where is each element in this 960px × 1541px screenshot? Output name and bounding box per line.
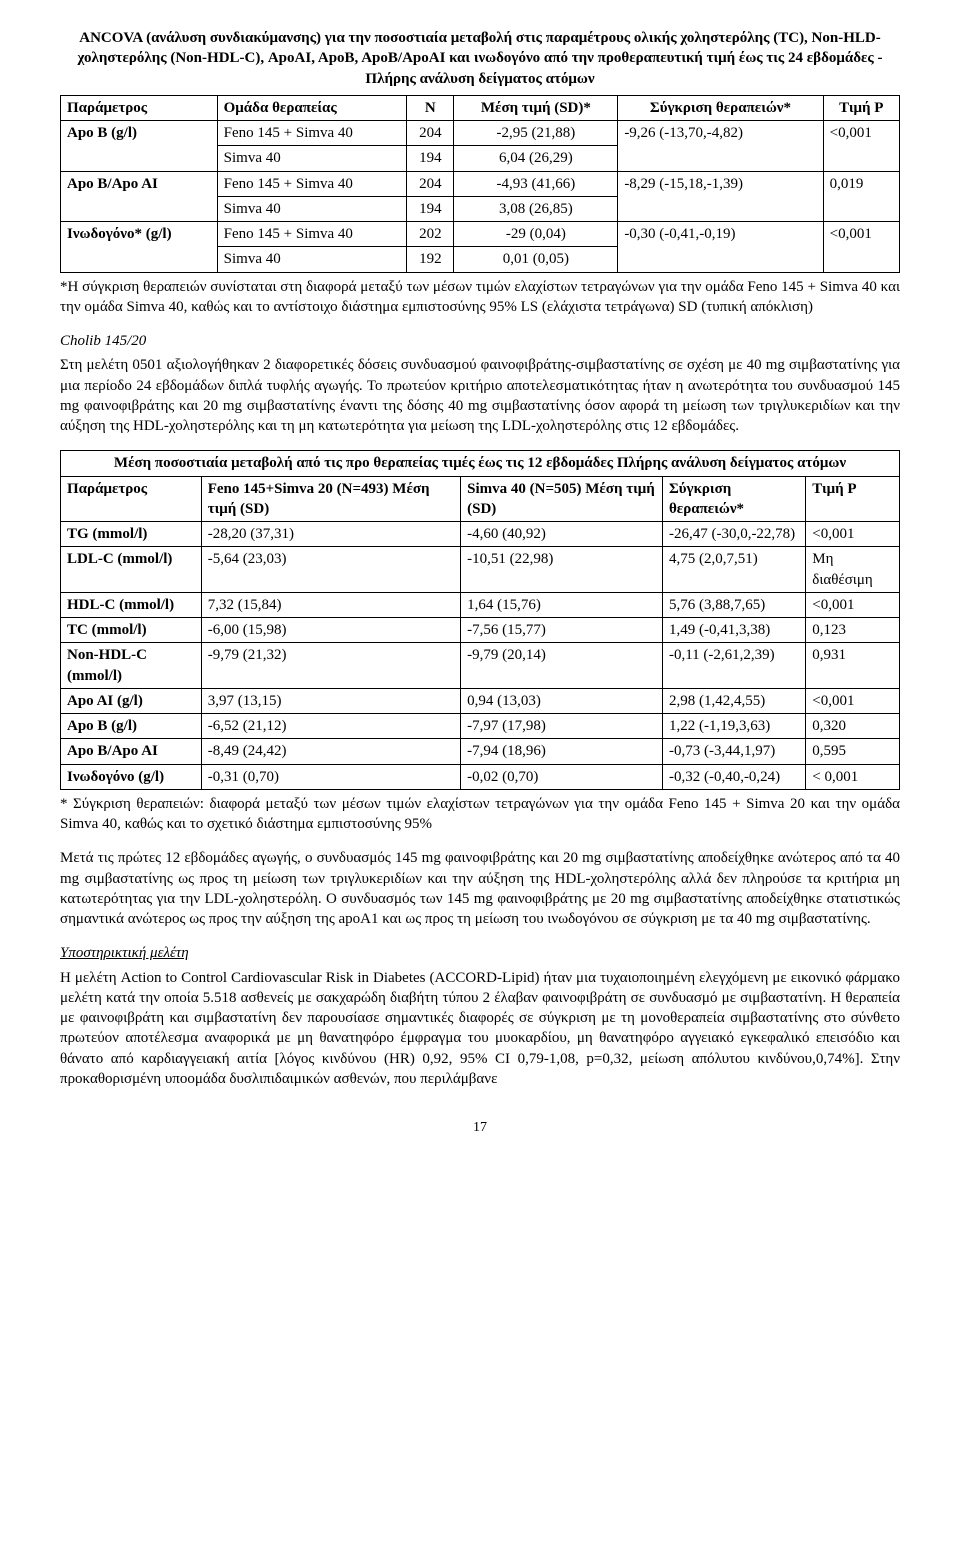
t1-h-mean: Μέση τιμή (SD)* bbox=[454, 95, 618, 120]
t2-r8-p: Apo B/Apo AI bbox=[61, 739, 202, 764]
table1-footnote: *Η σύγκριση θεραπειών συνίσταται στη δια… bbox=[60, 277, 900, 318]
t2-r9-p: Ινωδογόνο (g/l) bbox=[61, 764, 202, 789]
t2-r7-pv: 0,320 bbox=[806, 714, 900, 739]
t1-r3-p: <0,001 bbox=[823, 222, 899, 273]
t1-r2-ma: -4,93 (41,66) bbox=[454, 171, 618, 196]
t2-h-b: Simva 40 (N=505) Μέση τιμή (SD) bbox=[461, 476, 663, 522]
t2-r2-b: -10,51 (22,98) bbox=[461, 547, 663, 593]
t2-r8-pv: 0,595 bbox=[806, 739, 900, 764]
t1-r2-param: Apo B/Apo AI bbox=[61, 171, 218, 222]
section1-heading: Cholib 145/20 bbox=[60, 331, 900, 351]
t1-r3-ma: -29 (0,04) bbox=[454, 222, 618, 247]
t2-r9-a: -0,31 (0,70) bbox=[201, 764, 460, 789]
table1-title: ANCOVA (ανάλυση συνδιακύμανσης) για την … bbox=[60, 28, 900, 89]
t2-r1-b: -4,60 (40,92) bbox=[461, 522, 663, 547]
t2-r4-a: -6,00 (15,98) bbox=[201, 618, 460, 643]
t1-r1-nb: 194 bbox=[407, 146, 454, 171]
para2: Μετά τις πρώτες 12 εβδομάδες αγωγής, ο σ… bbox=[60, 848, 900, 929]
t2-r4-pv: 0,123 bbox=[806, 618, 900, 643]
t1-r1-ga: Feno 145 + Simva 40 bbox=[217, 121, 407, 146]
t1-r1-param: Apo B (g/l) bbox=[61, 121, 218, 172]
t2-r3-b: 1,64 (15,76) bbox=[461, 592, 663, 617]
t2-r9-c: -0,32 (-0,40,-0,24) bbox=[662, 764, 805, 789]
t2-r3-a: 7,32 (15,84) bbox=[201, 592, 460, 617]
section1-body: Στη μελέτη 0501 αξιολογήθηκαν 2 διαφορετ… bbox=[60, 355, 900, 436]
t2-r4-b: -7,56 (15,77) bbox=[461, 618, 663, 643]
t1-r2-mb: 3,08 (26,85) bbox=[454, 196, 618, 221]
t1-r1-p: <0,001 bbox=[823, 121, 899, 172]
t1-h-group: Ομάδα θεραπείας bbox=[217, 95, 407, 120]
t2-r5-b: -9,79 (20,14) bbox=[461, 643, 663, 689]
t2-r8-a: -8,49 (24,42) bbox=[201, 739, 460, 764]
t1-h-param: Παράμετρος bbox=[61, 95, 218, 120]
t1-r2-na: 204 bbox=[407, 171, 454, 196]
t1-r2-c: -8,29 (-15,18,-1,39) bbox=[618, 171, 823, 222]
t2-r6-p: Apo AI (g/l) bbox=[61, 688, 202, 713]
t1-r3-nb: 192 bbox=[407, 247, 454, 272]
t1-h-p: Τιμή P bbox=[823, 95, 899, 120]
t2-r1-c: -26,47 (-30,0,-22,78) bbox=[662, 522, 805, 547]
t2-r1-pv: <0,001 bbox=[806, 522, 900, 547]
t2-r2-a: -5,64 (23,03) bbox=[201, 547, 460, 593]
table1: Παράμετρος Ομάδα θεραπείας N Μέση τιμή (… bbox=[60, 95, 900, 273]
t2-r5-a: -9,79 (21,32) bbox=[201, 643, 460, 689]
t2-r7-a: -6,52 (21,12) bbox=[201, 714, 460, 739]
t1-h-n: N bbox=[407, 95, 454, 120]
t1-r2-ga: Feno 145 + Simva 40 bbox=[217, 171, 407, 196]
section2-heading: Υποστηρικτική μελέτη bbox=[60, 943, 900, 963]
t2-r4-c: 1,49 (-0,41,3,38) bbox=[662, 618, 805, 643]
t2-r7-c: 1,22 (-1,19,3,63) bbox=[662, 714, 805, 739]
t2-r7-p: Apo B (g/l) bbox=[61, 714, 202, 739]
t2-r6-b: 0,94 (13,03) bbox=[461, 688, 663, 713]
t2-r8-c: -0,73 (-3,44,1,97) bbox=[662, 739, 805, 764]
t1-r3-na: 202 bbox=[407, 222, 454, 247]
t1-r1-c: -9,26 (-13,70,-4,82) bbox=[618, 121, 823, 172]
t2-r4-p: TC (mmol/l) bbox=[61, 618, 202, 643]
t1-r1-mb: 6,04 (26,29) bbox=[454, 146, 618, 171]
t1-r3-mb: 0,01 (0,05) bbox=[454, 247, 618, 272]
t2-r3-p: HDL-C (mmol/l) bbox=[61, 592, 202, 617]
t2-r2-p: LDL-C (mmol/l) bbox=[61, 547, 202, 593]
t2-r1-a: -28,20 (37,31) bbox=[201, 522, 460, 547]
t2-r5-c: -0,11 (-2,61,2,39) bbox=[662, 643, 805, 689]
t1-h-compare: Σύγκριση θεραπειών* bbox=[618, 95, 823, 120]
t2-h-p: Τιμή P bbox=[806, 476, 900, 522]
t2-r6-a: 3,97 (13,15) bbox=[201, 688, 460, 713]
t2-r8-b: -7,94 (18,96) bbox=[461, 739, 663, 764]
t1-r3-ga: Feno 145 + Simva 40 bbox=[217, 222, 407, 247]
t1-r1-na: 204 bbox=[407, 121, 454, 146]
t1-r1-ma: -2,95 (21,88) bbox=[454, 121, 618, 146]
t1-r3-gb: Simva 40 bbox=[217, 247, 407, 272]
t2-r3-c: 5,76 (3,88,7,65) bbox=[662, 592, 805, 617]
t1-r3-param: Ινωδογόνο* (g/l) bbox=[61, 222, 218, 273]
t1-r3-c: -0,30 (-0,41,-0,19) bbox=[618, 222, 823, 273]
t2-r2-pv: Μη διαθέσιμη bbox=[806, 547, 900, 593]
t2-r6-pv: <0,001 bbox=[806, 688, 900, 713]
t2-r5-pv: 0,931 bbox=[806, 643, 900, 689]
t2-r1-p: TG (mmol/l) bbox=[61, 522, 202, 547]
t1-r2-p: 0,019 bbox=[823, 171, 899, 222]
page-number: 17 bbox=[60, 1119, 900, 1138]
table2-footnote: * Σύγκριση θεραπειών: διαφορά μεταξύ των… bbox=[60, 794, 900, 835]
t2-r6-c: 2,98 (1,42,4,55) bbox=[662, 688, 805, 713]
t2-r9-pv: < 0,001 bbox=[806, 764, 900, 789]
t1-r1-gb: Simva 40 bbox=[217, 146, 407, 171]
t2-h-c: Σύγκριση θεραπειών* bbox=[662, 476, 805, 522]
t2-r9-b: -0,02 (0,70) bbox=[461, 764, 663, 789]
t2-h-param: Παράμετρος bbox=[61, 476, 202, 522]
table2-title: Μέση ποσοστιαία μεταβολή από τις προ θερ… bbox=[61, 451, 900, 476]
t1-r2-nb: 194 bbox=[407, 196, 454, 221]
table2: Μέση ποσοστιαία μεταβολή από τις προ θερ… bbox=[60, 450, 900, 790]
t2-h-a: Feno 145+Simva 20 (N=493) Μέση τιμή (SD) bbox=[201, 476, 460, 522]
t1-r2-gb: Simva 40 bbox=[217, 196, 407, 221]
t2-r5-p: Non-HDL-C (mmol/l) bbox=[61, 643, 202, 689]
section2-body: Η μελέτη Action to Control Cardiovascula… bbox=[60, 968, 900, 1090]
t2-r7-b: -7,97 (17,98) bbox=[461, 714, 663, 739]
t2-r3-pv: <0,001 bbox=[806, 592, 900, 617]
t2-r2-c: 4,75 (2,0,7,51) bbox=[662, 547, 805, 593]
